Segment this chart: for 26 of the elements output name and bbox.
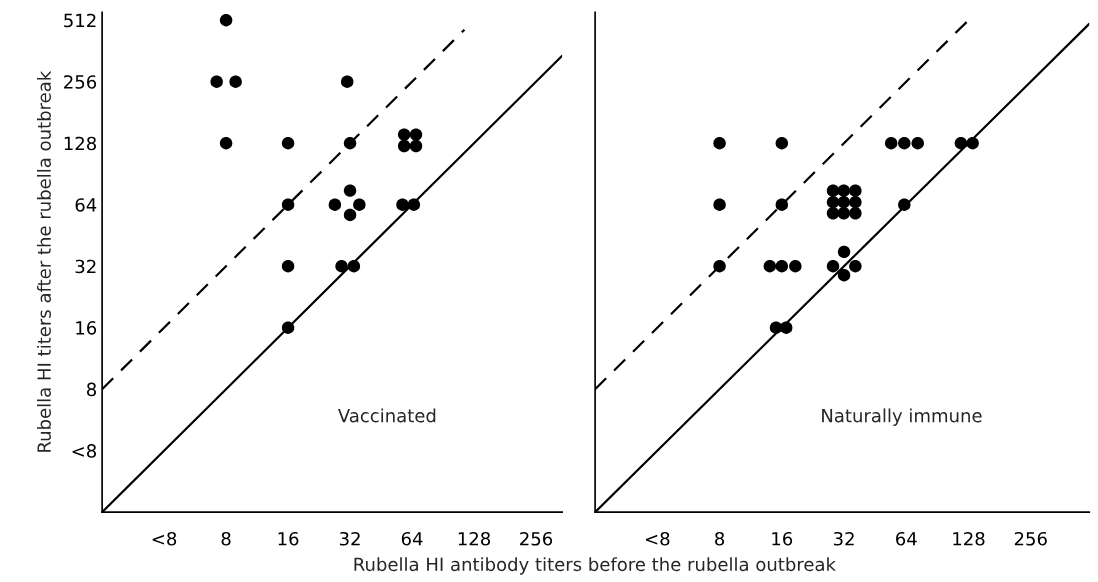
- x-tick-label: 64: [401, 531, 423, 546]
- x-tick-label: 128: [458, 531, 491, 546]
- y-tick-label: 8: [86, 382, 97, 397]
- x-tick-label: <8: [645, 531, 670, 546]
- y-tick-label: <8: [72, 444, 97, 458]
- x-tick-label: <8: [152, 531, 177, 546]
- x-axis-title: Rubella HI antibody titers before the rubella outbreak: [354, 557, 836, 575]
- x-tick-label: 256: [1014, 531, 1047, 546]
- y-tick-label: 256: [64, 75, 97, 89]
- y-tick-label: 64: [75, 198, 97, 212]
- x-tick-label: 128: [953, 531, 985, 546]
- x-tick-label: 64: [896, 531, 917, 546]
- annotation: Vaccinated: [337, 408, 436, 423]
- x-tick-label: 256: [520, 531, 553, 546]
- x-tick-label: 32: [833, 531, 854, 546]
- x-tick-label: 32: [339, 531, 360, 546]
- y-tick-label: 512: [64, 13, 96, 28]
- x-tick-label: 16: [772, 531, 793, 546]
- y-axis-title: Rubella HI titers after the rubella outbreak: [36, 70, 51, 452]
- annotation: Naturally immune: [822, 408, 982, 426]
- y-tick-label: 32: [75, 259, 96, 274]
- y-tick-label: 128: [64, 136, 97, 151]
- y-tick-label: 16: [76, 321, 97, 335]
- x-tick-label: 16: [278, 531, 299, 546]
- x-tick-label: 8: [715, 531, 725, 546]
- x-tick-label: 8: [221, 531, 231, 546]
